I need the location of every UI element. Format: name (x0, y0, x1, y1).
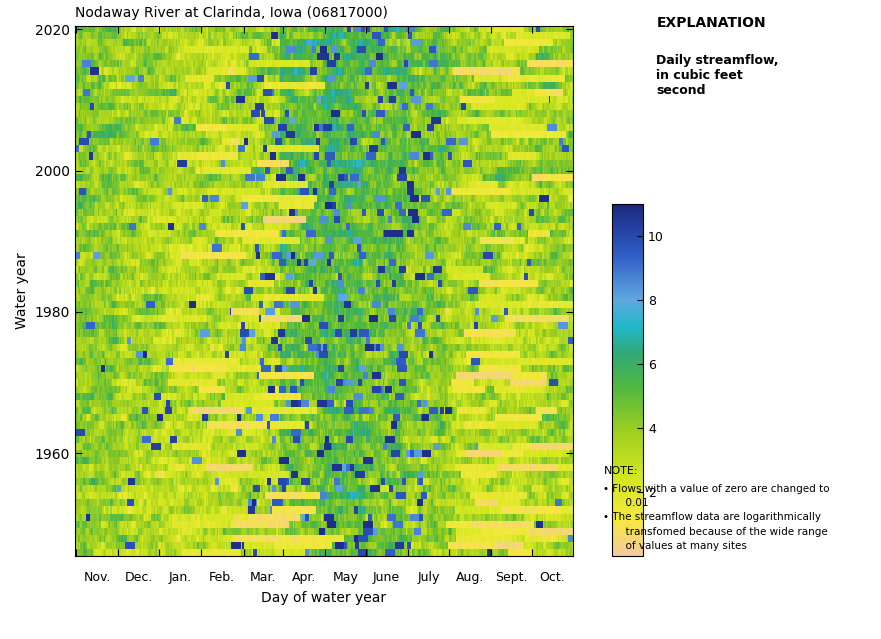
Text: July: July (418, 571, 440, 585)
Text: NOTE:: NOTE: (603, 466, 638, 477)
Text: Dec.: Dec. (124, 571, 153, 585)
Text: 0.01: 0.01 (619, 498, 648, 509)
Text: EXPLANATION: EXPLANATION (656, 16, 766, 30)
Text: Feb.: Feb. (209, 571, 235, 585)
Y-axis label: Water year: Water year (15, 252, 29, 329)
Text: Oct.: Oct. (539, 571, 565, 585)
Text: transfomed because of the wide range: transfomed because of the wide range (619, 527, 828, 537)
Text: May: May (333, 571, 359, 585)
Text: Apr.: Apr. (292, 571, 316, 585)
X-axis label: Day of water year: Day of water year (261, 591, 387, 605)
Text: Aug.: Aug. (455, 571, 485, 585)
Text: of values at many sites: of values at many sites (619, 541, 747, 551)
Text: Jan.: Jan. (168, 571, 192, 585)
Text: Sept.: Sept. (495, 571, 528, 585)
Text: second: second (656, 84, 706, 96)
Text: • The streamflow data are logarithmically: • The streamflow data are logarithmicall… (603, 512, 821, 523)
Text: • Flows with a value of zero are changed to: • Flows with a value of zero are changed… (603, 484, 830, 495)
Text: Nodaway River at Clarinda, Iowa (06817000): Nodaway River at Clarinda, Iowa (0681700… (75, 6, 388, 20)
Text: Mar.: Mar. (250, 571, 277, 585)
Text: in cubic feet: in cubic feet (656, 69, 743, 82)
Text: June: June (373, 571, 400, 585)
Text: Daily streamflow,: Daily streamflow, (656, 54, 779, 67)
Text: Nov.: Nov. (84, 571, 111, 585)
